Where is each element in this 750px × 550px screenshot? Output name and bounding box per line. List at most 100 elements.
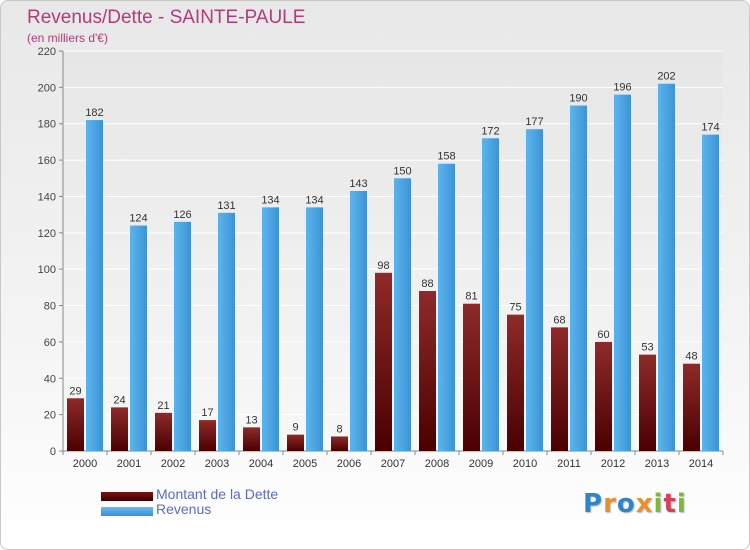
bar-debt [595, 341, 612, 451]
y-tick-label: 80 [44, 301, 56, 313]
data-label-revenue: 124 [129, 213, 147, 225]
x-tick-label: 2001 [117, 458, 141, 470]
data-label-debt: 53 [641, 342, 653, 354]
bar-debt [287, 434, 304, 451]
y-tick-label: 40 [44, 373, 56, 385]
logo-letter: i [653, 489, 664, 519]
legend-label-revenue: Revenus [156, 501, 212, 517]
data-label-revenue: 134 [261, 194, 279, 206]
data-label-revenue: 143 [349, 178, 367, 190]
logo-letter: x [635, 489, 654, 519]
data-label-debt: 68 [553, 314, 565, 326]
x-tick-label: 2007 [381, 458, 405, 470]
x-tick-label: 2013 [645, 458, 669, 470]
y-tick-label: 100 [38, 264, 56, 276]
bar-debt [375, 272, 392, 451]
logo-letter: t [663, 489, 677, 519]
x-tick-label: 2005 [293, 458, 317, 470]
legend-label-debt: Montant de la Dette [156, 486, 279, 502]
data-label-revenue: 126 [173, 209, 191, 221]
data-label-debt: 60 [597, 329, 609, 341]
legend-swatch-revenue [101, 507, 153, 516]
data-label-debt: 75 [509, 302, 521, 314]
y-tick-label: 200 [38, 82, 56, 94]
bar-debt [463, 303, 480, 451]
bar-revenue [174, 221, 191, 451]
bar-debt [551, 327, 568, 451]
chart-title: Revenus/Dette - SAINTE-PAULE [27, 7, 306, 28]
bar-revenue [526, 129, 543, 451]
bar-revenue [350, 191, 367, 451]
x-tick-label: 2000 [73, 458, 97, 470]
bar-debt [419, 291, 436, 451]
y-tick-label: 60 [44, 337, 56, 349]
data-label-debt: 81 [465, 291, 477, 303]
x-tick-label: 2006 [337, 458, 361, 470]
y-tick-label: 140 [38, 191, 56, 203]
bar-revenue [482, 138, 499, 452]
logo-letter: o [616, 489, 636, 519]
y-tick-label: 180 [38, 119, 56, 131]
x-tick-label: 2008 [425, 458, 449, 470]
proxiti-logo: Proxiti [583, 489, 687, 519]
y-tick-label: 0 [50, 446, 56, 458]
bar-debt [683, 363, 700, 451]
data-label-revenue: 134 [305, 194, 323, 206]
bar-debt [67, 398, 84, 451]
bar-revenue [306, 207, 323, 451]
logo-letter: i [676, 489, 687, 519]
bar-revenue [658, 83, 675, 452]
bar-revenue [570, 105, 587, 451]
legend-swatch-debt [101, 492, 153, 501]
chart-subtitle: (en milliers d'€) [27, 31, 108, 45]
y-tick-label: 120 [38, 228, 56, 240]
y-tick-label: 220 [38, 46, 56, 58]
bar-revenue [86, 120, 103, 451]
plot-area [63, 51, 723, 451]
data-label-revenue: 182 [85, 107, 103, 119]
data-label-debt: 29 [69, 385, 81, 397]
bar-revenue [130, 225, 147, 451]
data-label-debt: 8 [336, 423, 342, 435]
bar-debt [155, 412, 172, 451]
data-label-debt: 48 [685, 351, 697, 363]
x-tick-label: 2009 [469, 458, 493, 470]
logo-letter: r [603, 489, 617, 519]
x-tick-label: 2011 [557, 458, 581, 470]
data-label-revenue: 177 [525, 116, 543, 128]
data-label-revenue: 190 [569, 93, 587, 105]
bar-debt [331, 436, 348, 451]
bar-debt [639, 354, 656, 451]
data-label-revenue: 174 [701, 122, 719, 134]
x-tick-label: 2012 [601, 458, 625, 470]
bar-debt [199, 420, 216, 451]
x-tick-label: 2002 [161, 458, 185, 470]
x-tick-label: 2003 [205, 458, 229, 470]
data-label-revenue: 172 [481, 125, 499, 137]
data-label-debt: 21 [157, 400, 169, 412]
data-label-revenue: 202 [657, 71, 675, 83]
data-label-revenue: 196 [613, 82, 631, 94]
y-tick-label: 160 [38, 155, 56, 167]
data-label-revenue: 150 [393, 165, 411, 177]
x-tick-label: 2004 [249, 458, 273, 470]
data-label-revenue: 131 [217, 200, 235, 212]
data-label-debt: 9 [292, 422, 298, 434]
bar-revenue [394, 178, 411, 452]
y-tick-label: 20 [44, 410, 56, 422]
bar-debt [507, 314, 524, 451]
data-label-debt: 17 [201, 407, 213, 419]
logo-letter: P [583, 489, 604, 519]
data-label-debt: 24 [113, 394, 125, 406]
data-label-debt: 88 [421, 278, 433, 290]
data-label-debt: 13 [245, 414, 257, 426]
data-label-revenue: 158 [437, 151, 455, 163]
bar-debt [111, 407, 128, 451]
bar-revenue [702, 134, 719, 452]
x-tick-label: 2010 [513, 458, 537, 470]
bar-revenue [262, 207, 279, 451]
bar-revenue [438, 163, 455, 451]
bar-revenue [218, 212, 235, 451]
